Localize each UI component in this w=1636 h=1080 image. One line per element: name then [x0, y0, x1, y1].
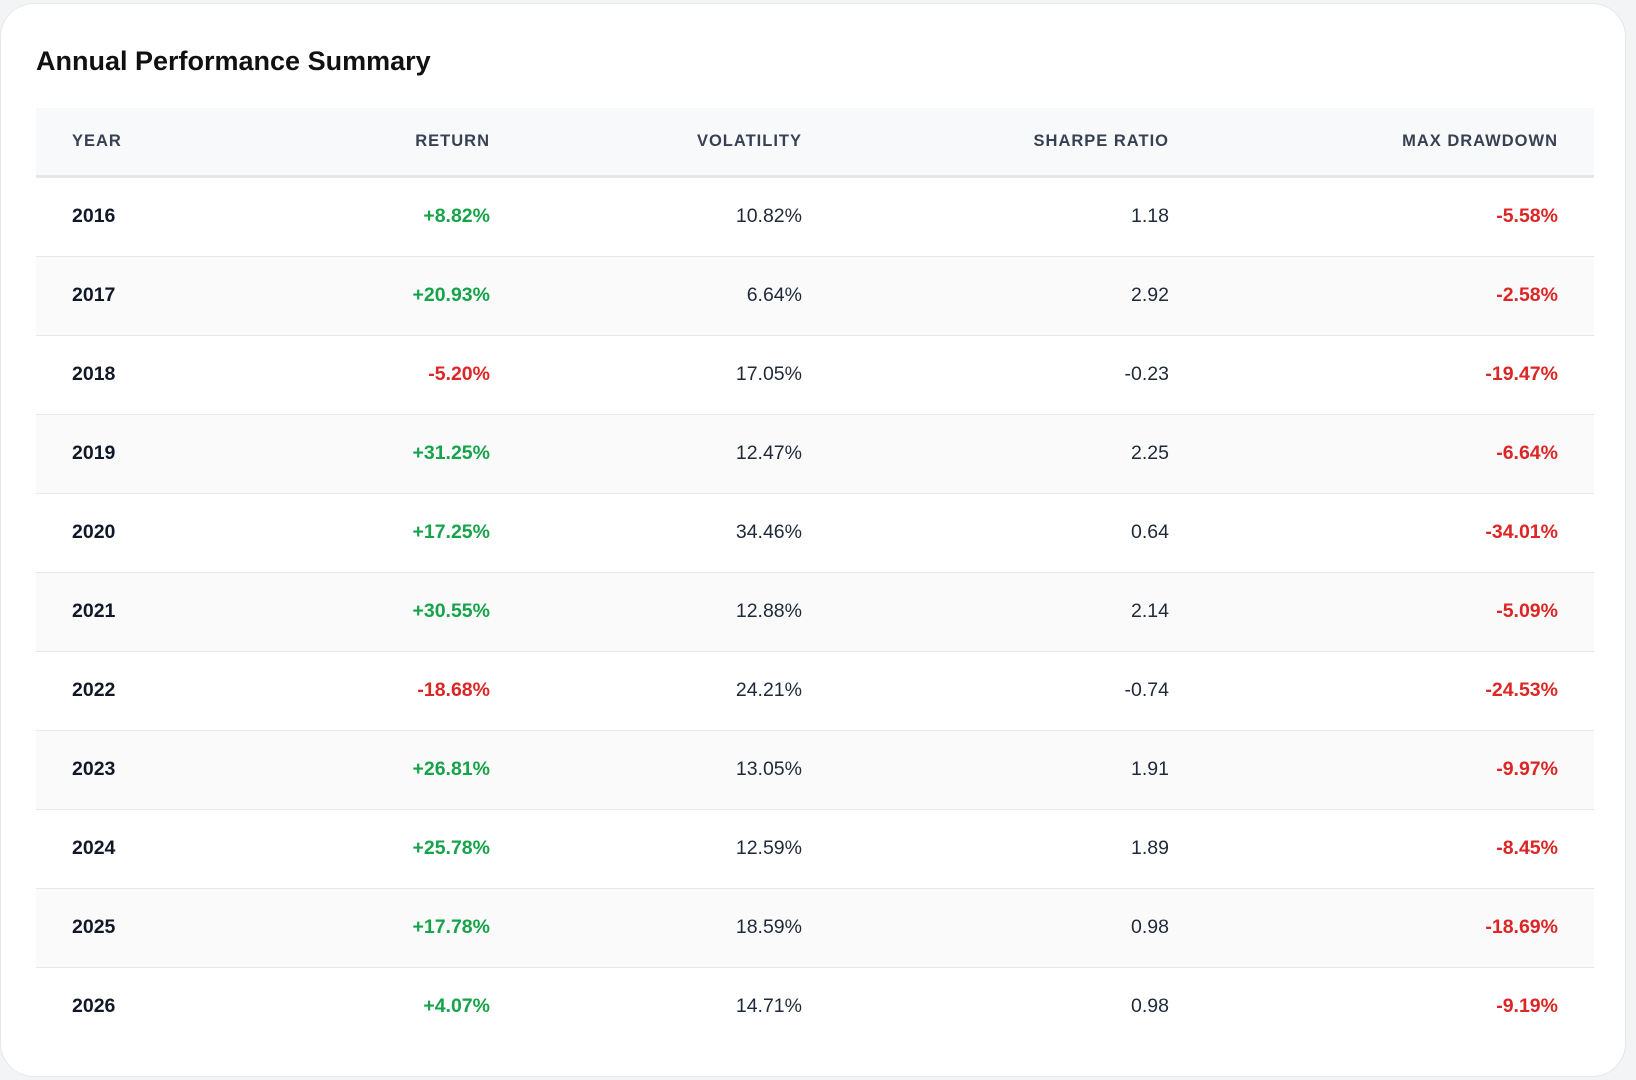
max-drawdown-cell: -5.58%	[1205, 176, 1594, 257]
page-title: Annual Performance Summary	[36, 46, 431, 76]
table-row: 2023 +26.81% 13.05% 1.91 -9.97%	[36, 730, 1594, 810]
sharpe-ratio-cell: 0.98	[838, 888, 1205, 968]
max-drawdown-cell: -8.45%	[1205, 809, 1594, 889]
table-row: 2025 +17.78% 18.59% 0.98 -18.69%	[36, 888, 1594, 968]
max-drawdown-cell: -9.19%	[1496, 995, 1558, 1017]
volatility-cell: 14.71%	[735, 995, 802, 1017]
column-header-sharpe-ratio[interactable]: SHARPE RATIO	[1033, 131, 1169, 150]
return-cell: +26.81%	[286, 730, 526, 810]
table-row: 2021 +30.55% 12.88% 2.14 -5.09%	[36, 572, 1594, 652]
year-cell: 2018	[36, 335, 286, 415]
volatility-cell: 18.59%	[526, 888, 838, 968]
volatility-cell: 34.46%	[526, 493, 838, 573]
volatility-cell: 13.05%	[526, 730, 838, 810]
sharpe-ratio-cell: 0.64	[838, 493, 1205, 573]
return-cell: +30.55%	[286, 572, 526, 652]
volatility-cell: 12.59%	[526, 809, 838, 889]
sharpe-ratio-cell: -0.23	[838, 335, 1205, 415]
max-drawdown-cell: -6.64%	[1205, 414, 1594, 494]
max-drawdown-cell: -18.69%	[1205, 888, 1594, 968]
max-drawdown-cell: -19.47%	[1205, 335, 1594, 415]
year-cell: 2020	[36, 493, 286, 573]
max-drawdown-cell: -34.01%	[1205, 493, 1594, 573]
volatility-cell: 6.64%	[526, 256, 838, 336]
column-header-year[interactable]: YEAR	[72, 131, 122, 150]
return-cell: -18.68%	[286, 651, 526, 731]
year-cell: 2017	[36, 256, 286, 336]
sharpe-ratio-cell: 0.98	[1131, 995, 1169, 1017]
volatility-cell: 17.05%	[526, 335, 838, 415]
table-row: 2026 +4.07% 14.71% 0.98 -9.19%	[36, 967, 1594, 1046]
column-header-volatility[interactable]: VOLATILITY	[696, 131, 802, 150]
max-drawdown-cell: -9.97%	[1205, 730, 1594, 810]
return-cell: +17.78%	[286, 888, 526, 968]
table-row: 2018 -5.20% 17.05% -0.23 -19.47%	[36, 335, 1594, 415]
table-row: 2017 +20.93% 6.64% 2.92 -2.58%	[36, 256, 1594, 336]
performance-card: Annual Performance Summary YEAR RETURN V…	[0, 3, 1626, 1077]
volatility-cell: 24.21%	[526, 651, 838, 731]
sharpe-ratio-cell: 2.25	[838, 414, 1205, 494]
sharpe-ratio-cell: 2.14	[838, 572, 1205, 652]
sharpe-ratio-cell: 1.91	[838, 730, 1205, 810]
volatility-cell: 10.82%	[526, 176, 838, 257]
max-drawdown-cell: -5.09%	[1205, 572, 1594, 652]
volatility-cell: 12.88%	[526, 572, 838, 652]
sharpe-ratio-cell: -0.74	[838, 651, 1205, 731]
year-cell: 2022	[36, 651, 286, 731]
return-cell: +20.93%	[286, 256, 526, 336]
year-cell: 2025	[36, 888, 286, 968]
year-cell: 2026	[72, 995, 116, 1017]
year-cell: 2024	[36, 809, 286, 889]
return-cell: +4.07%	[423, 995, 490, 1017]
sharpe-ratio-cell: 1.18	[838, 176, 1205, 257]
return-cell: +25.78%	[286, 809, 526, 889]
return-cell: +31.25%	[286, 414, 526, 494]
return-cell: -5.20%	[286, 335, 526, 415]
table-row: 2022 -18.68% 24.21% -0.74 -24.53%	[36, 651, 1594, 731]
year-cell: 2016	[36, 176, 286, 257]
max-drawdown-cell: -2.58%	[1205, 256, 1594, 336]
table-row: 2019 +31.25% 12.47% 2.25 -6.64%	[36, 414, 1594, 494]
sharpe-ratio-cell: 2.92	[838, 256, 1205, 336]
return-cell: +8.82%	[286, 176, 526, 257]
table-row: 2020 +17.25% 34.46% 0.64 -34.01%	[36, 493, 1594, 573]
table-row: 2016 +8.82% 10.82% 1.18 -5.58%	[36, 176, 1594, 257]
year-cell: 2019	[36, 414, 286, 494]
performance-table: YEAR RETURN VOLATILITY SHARPE RATIO MAX …	[36, 108, 1594, 1046]
return-cell: +17.25%	[286, 493, 526, 573]
year-cell: 2021	[36, 572, 286, 652]
table-header-row: YEAR RETURN VOLATILITY SHARPE RATIO MAX …	[36, 108, 1594, 176]
column-header-return[interactable]: RETURN	[415, 131, 490, 150]
sharpe-ratio-cell: 1.89	[838, 809, 1205, 889]
table-row: 2024 +25.78% 12.59% 1.89 -8.45%	[36, 809, 1594, 889]
year-cell: 2023	[36, 730, 286, 810]
max-drawdown-cell: -24.53%	[1205, 651, 1594, 731]
column-header-max-drawdown[interactable]: MAX DRAWDOWN	[1402, 131, 1558, 150]
volatility-cell: 12.47%	[526, 414, 838, 494]
